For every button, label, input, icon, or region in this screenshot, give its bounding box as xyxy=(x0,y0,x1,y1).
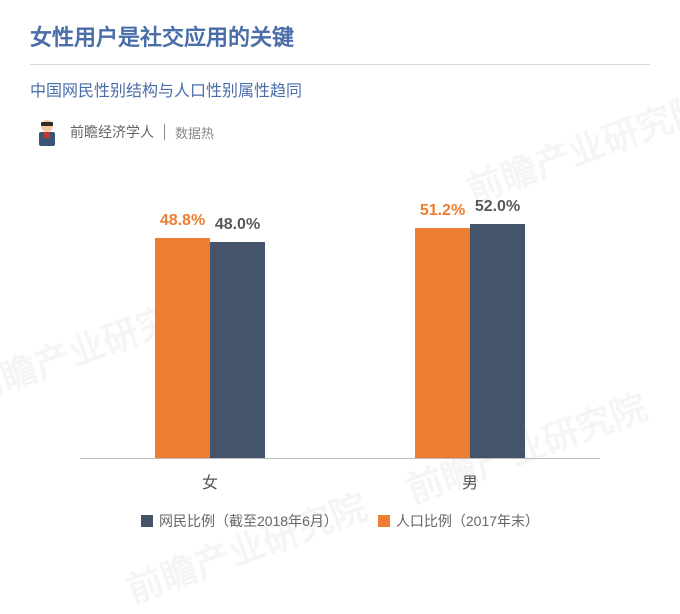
page-title: 女性用户是社交应用的关键 xyxy=(30,20,650,65)
x-category-label: 女 xyxy=(155,469,265,493)
bar-group: 51.2%52.0% xyxy=(415,224,525,458)
bar-value-label: 48.8% xyxy=(160,212,205,230)
x-axis: 女男 xyxy=(80,469,600,493)
chart: 48.8%48.0%51.2%52.0% 女男 网民比例（截至2018年6月）人… xyxy=(0,159,680,531)
plot-area: 48.8%48.0%51.2%52.0% xyxy=(80,189,600,459)
x-category-label: 男 xyxy=(415,469,525,493)
legend-label: 人口比例（2017年末） xyxy=(396,511,539,531)
bar-value-label: 52.0% xyxy=(475,198,520,216)
header: 女性用户是社交应用的关键 中国网民性别结构与人口性别属性趋同 前瞻经济学人 数据… xyxy=(0,0,680,159)
avatar-icon xyxy=(30,115,64,149)
bar: 48.0% xyxy=(210,242,265,458)
bar-group: 48.8%48.0% xyxy=(155,238,265,458)
legend-item: 人口比例（2017年末） xyxy=(378,511,539,531)
divider xyxy=(164,124,165,140)
legend-swatch xyxy=(141,515,153,527)
page-subtitle: 中国网民性别结构与人口性别属性趋同 xyxy=(30,77,650,101)
legend-item: 网民比例（截至2018年6月） xyxy=(141,511,338,531)
bar: 52.0% xyxy=(470,224,525,458)
source-label: 前瞻经济学人 xyxy=(70,122,154,142)
legend-swatch xyxy=(378,515,390,527)
source-sublabel: 数据热 xyxy=(175,123,214,142)
legend: 网民比例（截至2018年6月） 人口比例（2017年末） xyxy=(80,511,600,531)
legend-label: 网民比例（截至2018年6月） xyxy=(159,511,338,531)
bar: 51.2% xyxy=(415,228,470,458)
bar-value-label: 51.2% xyxy=(420,202,465,220)
bar: 48.8% xyxy=(155,238,210,458)
source-row: 前瞻经济学人 数据热 xyxy=(30,115,650,149)
bar-value-label: 48.0% xyxy=(215,216,260,234)
